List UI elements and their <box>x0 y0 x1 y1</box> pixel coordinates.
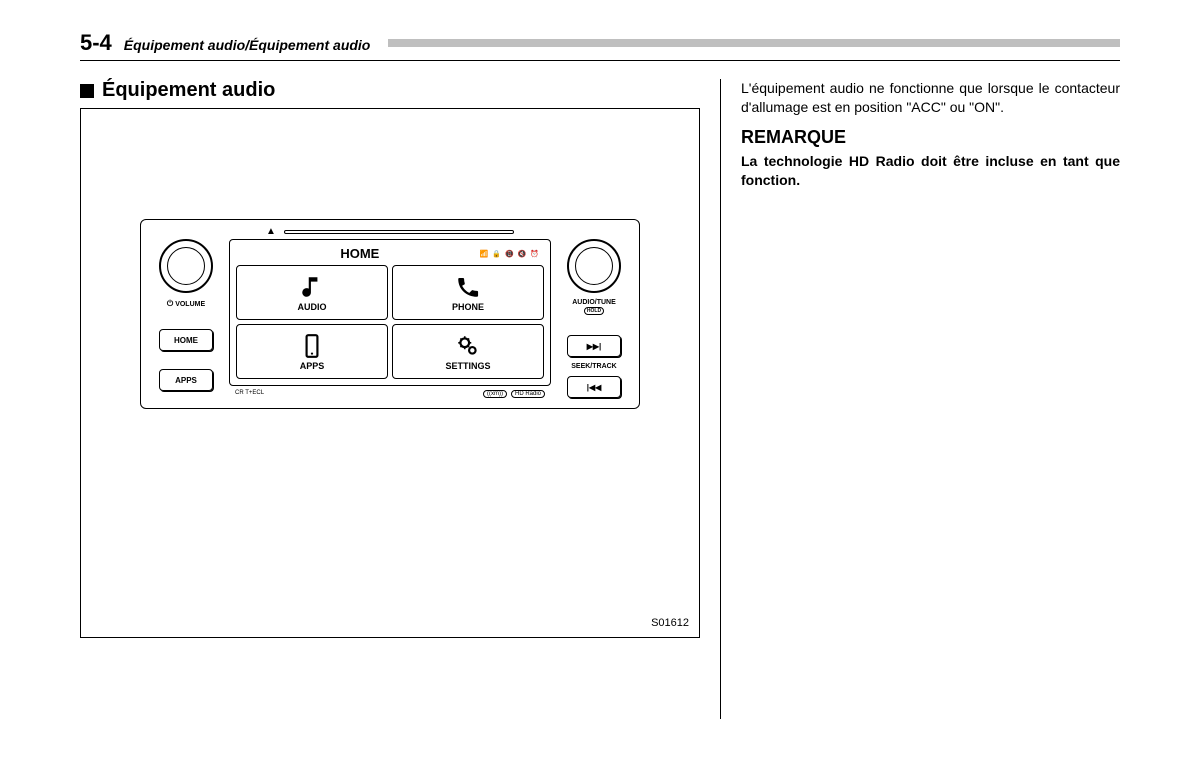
settings-tile[interactable]: SETTINGS <box>392 324 544 379</box>
screen-title: HOME <box>340 246 379 261</box>
power-icon: ⏻ <box>167 299 173 309</box>
audio-tile[interactable]: AUDIO <box>236 265 388 320</box>
intro-paragraph: L'équipement audio ne fonctionne que lor… <box>741 79 1120 117</box>
hd-radio-badge-icon: HD Radio <box>511 390 545 398</box>
figure-code: S01612 <box>651 617 689 629</box>
eject-icon[interactable]: ▲ <box>266 226 276 237</box>
page-number: 5-4 <box>80 30 112 56</box>
apps-button[interactable]: APPS <box>159 369 213 391</box>
figure-container: ▲ ⏻ VOLUME HOME <box>80 108 700 638</box>
square-bullet-icon <box>80 84 94 98</box>
remarque-heading: REMARQUE <box>741 127 1120 148</box>
cd-slot[interactable] <box>284 230 514 234</box>
music-note-icon <box>299 274 325 300</box>
siriusxm-badge-icon: ((xm)) <box>483 390 507 398</box>
tune-knob[interactable] <box>567 239 621 293</box>
gears-icon <box>455 333 481 359</box>
phone-icon <box>455 274 481 300</box>
seek-prev-button[interactable]: |◀◀ <box>567 376 621 398</box>
seek-track-label: SEEK/TRACK <box>571 363 617 370</box>
apps-tile[interactable]: APPS <box>236 324 388 379</box>
audio-tune-label: AUDIO/TUNE HOLD <box>572 299 616 315</box>
phone-tile[interactable]: PHONE <box>392 265 544 320</box>
footer-left-label: CR T+ECL <box>235 390 264 398</box>
breadcrumb: Équipement audio/Équipement audio <box>124 37 371 53</box>
volume-label: ⏻ VOLUME <box>167 299 205 309</box>
page-header: 5-4 Équipement audio/Équipement audio <box>80 30 1120 61</box>
home-button[interactable]: HOME <box>159 329 213 351</box>
section-title-text: Équipement audio <box>102 79 275 102</box>
header-bar <box>388 39 1120 47</box>
remarque-body: La technologie HD Radio doit être inclus… <box>741 152 1120 190</box>
touchscreen[interactable]: HOME 📶 🔒 📵 🔇 ⏰ AUDIO <box>229 239 551 386</box>
head-unit-illustration: ▲ ⏻ VOLUME HOME <box>140 219 640 409</box>
section-title: Équipement audio <box>80 79 700 102</box>
status-icons: 📶 🔒 📵 🔇 ⏰ <box>480 250 540 258</box>
seek-next-button[interactable]: ▶▶| <box>567 335 621 357</box>
volume-knob[interactable] <box>159 239 213 293</box>
smartphone-icon <box>299 333 325 359</box>
